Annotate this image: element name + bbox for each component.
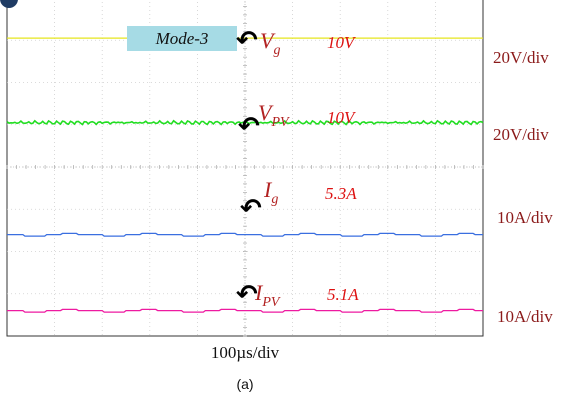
series-value: 5.1A — [327, 285, 359, 304]
series-label-vpv: ↶ VPV 10V 20V/div — [238, 100, 549, 144]
grid — [6, 0, 484, 337]
rotation-arrow-icon: ↶ — [236, 26, 258, 56]
series-subscript: PV — [270, 115, 290, 130]
series-subscript: g — [271, 192, 278, 207]
mode-label: Mode-3 — [155, 29, 209, 48]
series-scale: 20V/div — [493, 125, 549, 144]
series-value: 10V — [327, 108, 357, 127]
svg-text:Vg: Vg — [260, 28, 280, 58]
series-label-vg: ↶ Vg 10V 20V/div — [236, 26, 549, 67]
time-scale-label: 100µs/div — [211, 343, 280, 362]
svg-text:VPV: VPV — [258, 100, 290, 130]
figure-caption: (a) — [236, 376, 253, 392]
series-label-ipv: ↶ IPV 5.1A 10A/div — [236, 280, 553, 326]
trace-i-pv — [7, 308, 483, 313]
svg-text:IPV: IPV — [254, 280, 281, 310]
series-value: 5.3A — [325, 184, 357, 203]
channel-marker-icon — [0, 0, 18, 8]
series-scale: 10A/div — [497, 208, 553, 227]
rotation-arrow-icon: ↶ — [240, 194, 262, 224]
series-subscript: PV — [261, 295, 281, 310]
series-name: I — [254, 280, 264, 305]
rotation-arrow-icon: ↶ — [236, 280, 258, 310]
series-scale: 10A/div — [497, 307, 553, 326]
svg-text:Ig: Ig — [263, 177, 278, 207]
traces — [6, 37, 484, 313]
mode-label-box — [127, 26, 237, 51]
trace-i-g — [7, 232, 483, 237]
series-name: V — [258, 100, 274, 125]
rotation-arrow-icon: ↶ — [238, 112, 260, 142]
series-value: 10V — [327, 33, 357, 52]
series-label-ig: ↶ Ig 5.3A 10A/div — [240, 177, 553, 227]
series-name: I — [263, 177, 273, 202]
channel-labels: ↶ Vg 10V 20V/div ↶ VPV 10V 20V/div ↶ Ig … — [236, 26, 553, 326]
series-subscript: g — [273, 43, 280, 58]
series-name: V — [260, 28, 276, 53]
trace-v-pv — [6, 119, 484, 126]
series-scale: 20V/div — [493, 48, 549, 67]
